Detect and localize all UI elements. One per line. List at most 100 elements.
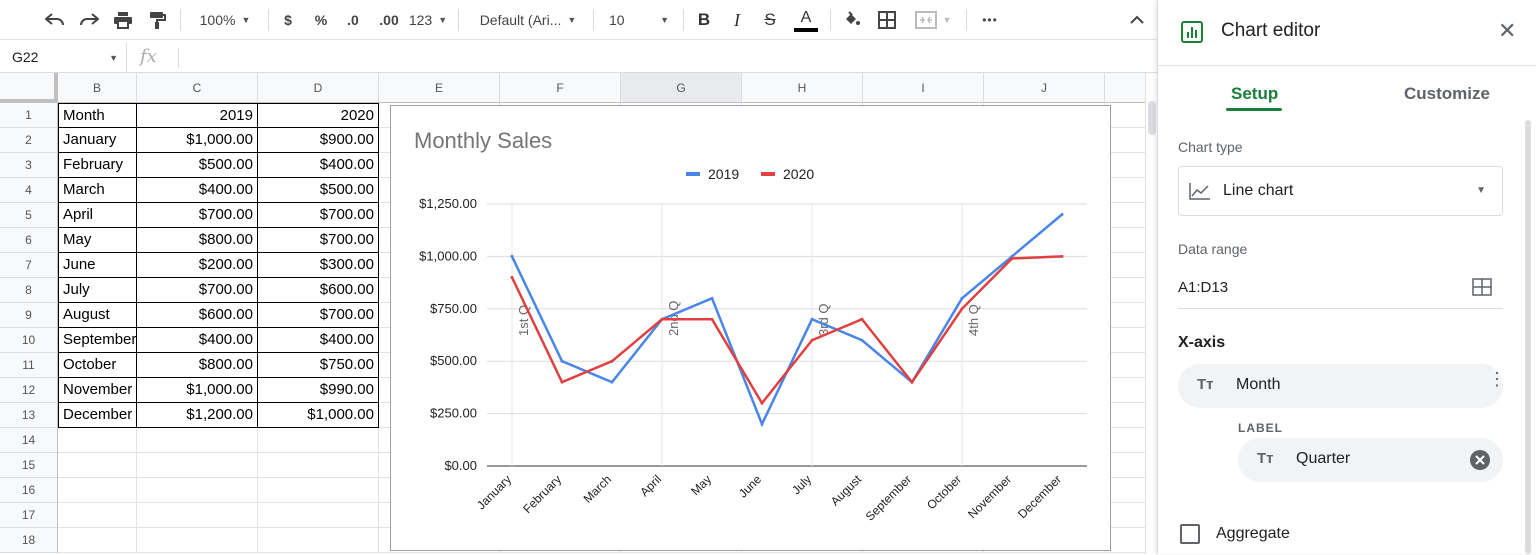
- table-cell[interactable]: June: [58, 253, 137, 278]
- select-all-corner[interactable]: [0, 73, 58, 103]
- table-cell[interactable]: [137, 528, 258, 553]
- decrease-decimal-button[interactable]: .0: [347, 12, 359, 28]
- table-cell[interactable]: October: [58, 353, 137, 378]
- table-cell[interactable]: July: [58, 278, 137, 303]
- table-cell[interactable]: December: [58, 403, 137, 428]
- column-header-b[interactable]: B: [58, 73, 137, 103]
- label-chip[interactable]: Tт Quarter: [1238, 438, 1503, 482]
- print-icon[interactable]: [108, 0, 138, 40]
- table-cell[interactable]: November: [58, 378, 137, 403]
- table-cell[interactable]: $700.00: [137, 203, 258, 228]
- table-cell[interactable]: $1,200.00: [137, 403, 258, 428]
- table-cell[interactable]: $750.00: [258, 353, 379, 378]
- row-header[interactable]: 4: [0, 178, 58, 203]
- table-cell[interactable]: September: [58, 328, 137, 353]
- table-cell[interactable]: [58, 453, 137, 478]
- table-cell[interactable]: August: [58, 303, 137, 328]
- currency-button[interactable]: $: [284, 12, 292, 28]
- table-cell[interactable]: [58, 503, 137, 528]
- table-cell[interactable]: [58, 478, 137, 503]
- table-cell[interactable]: [1105, 253, 1145, 278]
- row-header[interactable]: 8: [0, 278, 58, 303]
- row-header[interactable]: 9: [0, 303, 58, 328]
- column-header-h[interactable]: H: [742, 73, 863, 103]
- table-cell[interactable]: $900.00: [258, 128, 379, 153]
- table-cell[interactable]: $800.00: [137, 353, 258, 378]
- increase-decimal-button[interactable]: .00: [379, 12, 399, 28]
- percent-button[interactable]: %: [314, 12, 328, 28]
- table-cell[interactable]: [1105, 228, 1145, 253]
- table-cell[interactable]: $700.00: [258, 203, 379, 228]
- table-cell[interactable]: [258, 453, 379, 478]
- row-header[interactable]: 10: [0, 328, 58, 353]
- line-chart[interactable]: Monthly Sales 2019 2020 $0.00 $250.00 $500.…: [390, 105, 1111, 551]
- row-header[interactable]: 7: [0, 253, 58, 278]
- table-cell[interactable]: January: [58, 128, 137, 153]
- table-cell[interactable]: [1105, 403, 1145, 428]
- table-cell[interactable]: [58, 428, 137, 453]
- table-cell[interactable]: [1105, 128, 1145, 153]
- row-header[interactable]: 16: [0, 478, 58, 503]
- row-header[interactable]: 5: [0, 203, 58, 228]
- table-cell[interactable]: $400.00: [137, 178, 258, 203]
- table-cell[interactable]: [1105, 428, 1145, 453]
- table-cell[interactable]: [137, 503, 258, 528]
- paint-format-icon[interactable]: [142, 0, 172, 40]
- table-cell[interactable]: [1105, 453, 1145, 478]
- table-cell[interactable]: $700.00: [137, 278, 258, 303]
- tab-setup[interactable]: Setup: [1231, 84, 1279, 103]
- row-header[interactable]: 3: [0, 153, 58, 178]
- table-cell[interactable]: March: [58, 178, 137, 203]
- undo-icon[interactable]: [40, 0, 70, 40]
- italic-button[interactable]: I: [734, 9, 740, 30]
- chart-type-select[interactable]: Line chart ▼: [1178, 166, 1503, 216]
- table-cell[interactable]: $1,000.00: [258, 403, 379, 428]
- table-cell[interactable]: [258, 503, 379, 528]
- row-header[interactable]: 2: [0, 128, 58, 153]
- column-header-e[interactable]: E: [379, 73, 500, 103]
- row-header[interactable]: 14: [0, 428, 58, 453]
- zoom-select[interactable]: 100% ▼: [190, 0, 260, 40]
- table-cell[interactable]: [1105, 328, 1145, 353]
- table-cell[interactable]: [258, 478, 379, 503]
- row-header[interactable]: 12: [0, 378, 58, 403]
- bold-button[interactable]: B: [697, 10, 711, 29]
- editor-scrollbar[interactable]: [1525, 120, 1531, 554]
- row-header[interactable]: 6: [0, 228, 58, 253]
- table-cell[interactable]: [1105, 478, 1145, 503]
- table-cell[interactable]: $200.00: [137, 253, 258, 278]
- table-cell[interactable]: $800.00: [137, 228, 258, 253]
- tab-customize[interactable]: Customize: [1404, 84, 1490, 103]
- table-cell[interactable]: [1105, 528, 1145, 553]
- vertical-scrollbar[interactable]: [1145, 73, 1157, 554]
- fill-color-icon[interactable]: [840, 0, 864, 40]
- table-cell[interactable]: [1105, 103, 1145, 128]
- font-size-select[interactable]: 10 ▼: [603, 0, 675, 40]
- strikethrough-button[interactable]: S: [764, 10, 776, 29]
- table-cell[interactable]: $500.00: [137, 153, 258, 178]
- name-box[interactable]: G22 ▼: [0, 43, 127, 73]
- table-cell[interactable]: $700.00: [258, 303, 379, 328]
- column-header-g[interactable]: G: [621, 73, 742, 103]
- table-cell[interactable]: [137, 453, 258, 478]
- column-header-j[interactable]: J: [984, 73, 1105, 103]
- table-cell[interactable]: $300.00: [258, 253, 379, 278]
- column-header-f[interactable]: F: [500, 73, 621, 103]
- column-header-c[interactable]: C: [137, 73, 258, 103]
- redo-icon[interactable]: [74, 0, 104, 40]
- column-header-d[interactable]: D: [258, 73, 379, 103]
- table-cell[interactable]: $500.00: [258, 178, 379, 203]
- table-cell[interactable]: February: [58, 153, 137, 178]
- table-cell[interactable]: [137, 428, 258, 453]
- table-cell[interactable]: [1105, 503, 1145, 528]
- table-cell[interactable]: [58, 528, 137, 553]
- table-cell[interactable]: $1,000.00: [137, 378, 258, 403]
- table-cell[interactable]: $400.00: [258, 153, 379, 178]
- table-cell[interactable]: April: [58, 203, 137, 228]
- table-cell[interactable]: $990.00: [258, 378, 379, 403]
- table-cell[interactable]: [1105, 303, 1145, 328]
- merge-cells-icon[interactable]: ▼: [908, 0, 958, 40]
- row-header[interactable]: 1: [0, 103, 58, 128]
- table-cell[interactable]: 2020: [258, 103, 379, 128]
- table-cell[interactable]: $700.00: [258, 228, 379, 253]
